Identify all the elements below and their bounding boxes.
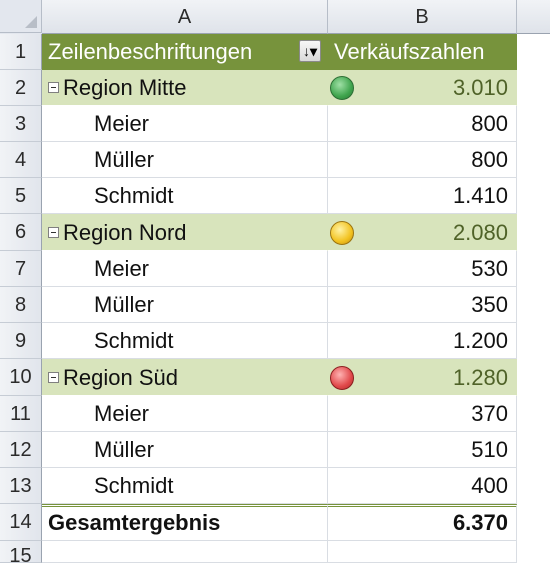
select-all-corner[interactable]: [0, 0, 42, 33]
person-label-cell[interactable]: Meier: [42, 396, 328, 432]
column-header-b[interactable]: B: [328, 0, 517, 34]
row-header-4[interactable]: 4: [0, 142, 42, 178]
person-value-cell[interactable]: 370: [328, 396, 517, 432]
region-label: Region Mitte: [63, 75, 187, 100]
region-row-label[interactable]: Region Süd: [42, 359, 328, 396]
person-label-cell[interactable]: Meier: [42, 106, 328, 142]
row-header-14[interactable]: 14: [0, 504, 42, 541]
person-label-cell[interactable]: Meier: [42, 251, 328, 287]
red-traffic-light-icon: [330, 366, 354, 390]
collapse-icon[interactable]: [48, 227, 59, 239]
region-value-cell[interactable]: 2.080: [328, 214, 517, 251]
grand-total-label[interactable]: Gesamtergebnis: [42, 504, 328, 541]
column-header-a[interactable]: A: [42, 0, 328, 34]
row-header-3[interactable]: 3: [0, 106, 42, 142]
region-value-cell[interactable]: 3.010: [328, 70, 517, 106]
person-label-cell[interactable]: Müller: [42, 432, 328, 468]
column-header-c[interactable]: [517, 0, 550, 34]
collapse-icon[interactable]: [48, 372, 59, 384]
region-value-cell[interactable]: 1.280: [328, 359, 517, 396]
grand-total-value[interactable]: 6.370: [328, 504, 517, 541]
row-header-15[interactable]: 15: [0, 541, 42, 567]
row-labels-text: Zeilenbeschriftungen: [48, 39, 253, 64]
person-value-cell[interactable]: 530: [328, 251, 517, 287]
person-value-cell[interactable]: 400: [328, 468, 517, 504]
pivot-row-labels-header[interactable]: Zeilenbeschriftungen ↓▾: [42, 34, 328, 70]
person-label-cell[interactable]: Schmidt: [42, 468, 328, 504]
select-all-icon: [25, 16, 37, 28]
row-header-8[interactable]: 8: [0, 287, 42, 323]
row-header-5[interactable]: 5: [0, 178, 42, 214]
person-value-cell[interactable]: 1.410: [328, 178, 517, 214]
empty-cell[interactable]: [42, 541, 328, 563]
region-label: Region Nord: [63, 220, 187, 245]
row-header-13[interactable]: 13: [0, 468, 42, 504]
row-header-12[interactable]: 12: [0, 432, 42, 468]
row-header-9[interactable]: 9: [0, 323, 42, 359]
empty-cell[interactable]: [328, 541, 517, 563]
person-label-cell[interactable]: Schmidt: [42, 178, 328, 214]
person-value-cell[interactable]: 1.200: [328, 323, 517, 359]
row-header-11[interactable]: 11: [0, 396, 42, 432]
person-label-cell[interactable]: Müller: [42, 142, 328, 178]
row-header-7[interactable]: 7: [0, 251, 42, 287]
collapse-icon[interactable]: [48, 82, 59, 94]
person-value-cell[interactable]: 350: [328, 287, 517, 323]
row-header-1[interactable]: 1: [0, 34, 42, 70]
row-header-6[interactable]: 6: [0, 214, 42, 251]
person-label-cell[interactable]: Schmidt: [42, 323, 328, 359]
person-label-cell[interactable]: Müller: [42, 287, 328, 323]
person-value-cell[interactable]: 510: [328, 432, 517, 468]
row-header-10[interactable]: 10: [0, 359, 42, 396]
person-value-cell[interactable]: 800: [328, 142, 517, 178]
region-row-label[interactable]: Region Nord: [42, 214, 328, 251]
region-label: Region Süd: [63, 365, 178, 390]
person-value-cell[interactable]: 800: [328, 106, 517, 142]
row-header-2[interactable]: 2: [0, 70, 42, 106]
region-value: 3.010: [452, 75, 508, 100]
pivot-value-header[interactable]: Verkäufszahlen: [328, 34, 517, 70]
green-traffic-light-icon: [330, 76, 354, 100]
sort-filter-icon[interactable]: ↓▾: [299, 40, 321, 62]
yellow-traffic-light-icon: [330, 221, 354, 245]
region-row-label[interactable]: Region Mitte: [42, 70, 328, 106]
region-value: 1.280: [452, 365, 508, 390]
region-value: 2.080: [452, 220, 508, 245]
